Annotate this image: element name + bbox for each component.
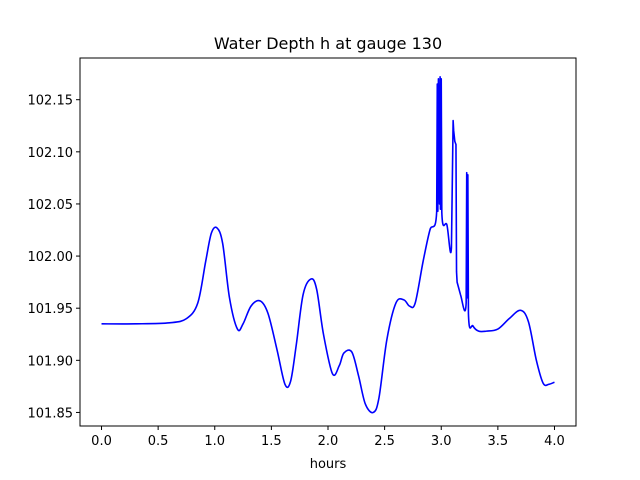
y-tick-label: 101.95 xyxy=(28,302,74,317)
series-layer xyxy=(101,75,555,414)
y-tick-label: 101.85 xyxy=(28,406,74,421)
x-tick-label: 3.0 xyxy=(431,434,452,449)
y-tick-label: 102.10 xyxy=(28,146,74,161)
x-axis-label: hours xyxy=(310,457,347,472)
x-tick-label: 2.5 xyxy=(374,434,395,449)
y-axis: 101.85 101.90 101.95 102.00 102.05 102.10 102.… xyxy=(28,94,80,421)
series-line xyxy=(101,75,555,414)
x-tick-label: 3.5 xyxy=(488,434,509,449)
x-tick-label: 0.0 xyxy=(91,434,112,449)
x-tick-label: 2.0 xyxy=(318,434,339,449)
chart-title: Water Depth h at gauge 130 xyxy=(214,34,442,53)
y-tick-label: 102.00 xyxy=(28,250,74,265)
y-tick-label: 102.15 xyxy=(28,94,74,109)
x-tick-label: 1.0 xyxy=(204,434,225,449)
x-tick-label: 1.5 xyxy=(261,434,282,449)
y-tick-label: 101.90 xyxy=(28,354,74,369)
x-tick-label: 4.0 xyxy=(544,434,565,449)
x-tick-label: 0.5 xyxy=(148,434,169,449)
y-tick-label: 102.05 xyxy=(28,198,74,213)
x-axis: 0.0 0.5 1.0 1.5 2.0 2.5 3.0 3.5 4.0 xyxy=(91,426,565,449)
